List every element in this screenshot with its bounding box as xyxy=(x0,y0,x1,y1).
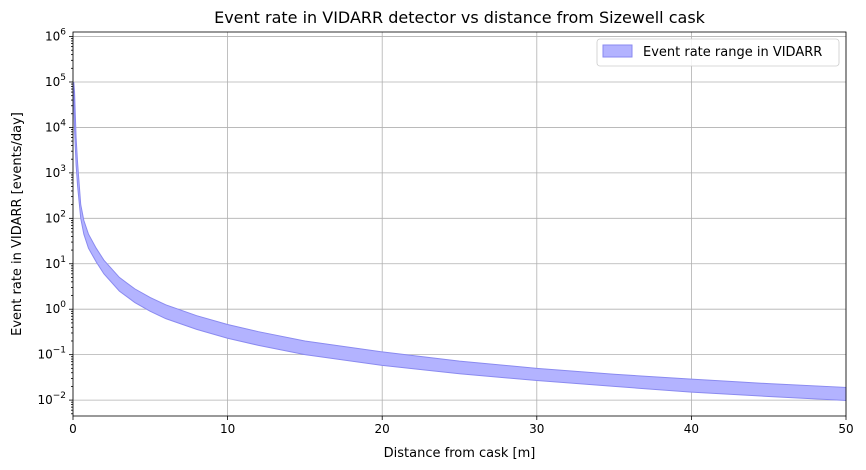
y-tick-label: 104 xyxy=(45,118,66,134)
x-axis-label: Distance from cask [m] xyxy=(384,446,536,461)
y-tick-label: 105 xyxy=(45,73,66,89)
x-tick-label: 30 xyxy=(529,422,544,436)
x-tick-label: 0 xyxy=(69,422,77,436)
x-tick-label: 50 xyxy=(838,422,853,436)
y-tick-label: 103 xyxy=(45,164,66,180)
y-tick-label: 101 xyxy=(45,255,66,271)
x-tick-label: 40 xyxy=(684,422,699,436)
plot-area-frame xyxy=(72,31,847,417)
axis-ticks: 0 10 20 30 40 50 10−2 10−1 100 101 102 103 104 105 106 xyxy=(37,28,853,436)
y-tick-label: 10−1 xyxy=(37,346,66,362)
legend: Event rate range in VIDARR xyxy=(596,38,840,67)
y-tick-label: 100 xyxy=(45,300,66,316)
y-tick-label: 106 xyxy=(45,28,66,44)
x-tick-label: 10 xyxy=(220,422,235,436)
legend-swatch-event-rate-range xyxy=(602,44,633,58)
y-tick-label: 102 xyxy=(45,209,66,225)
y-tick-label: 10−2 xyxy=(37,391,66,407)
y-axis-label: Event rate in VIDARR [events/day] xyxy=(10,112,25,336)
chart-title: Event rate in VIDARR detector vs distanc… xyxy=(214,8,706,27)
legend-label-event-rate-range: Event rate range in VIDARR xyxy=(643,45,822,60)
x-tick-label: 20 xyxy=(375,422,390,436)
legend-box xyxy=(596,38,840,67)
